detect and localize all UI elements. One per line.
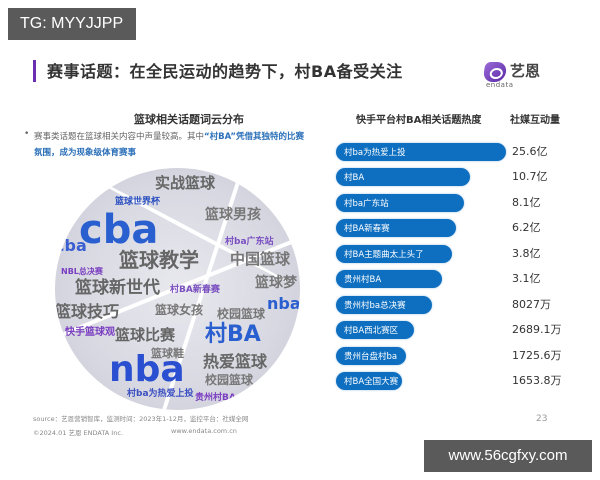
cloud-word: 村BA新春赛 xyxy=(170,285,220,295)
site-link[interactable]: www.endata.com.cn xyxy=(171,427,237,435)
basketball-word-cloud: 实战篮球 篮球男孩 篮球世界杯 cba cba 村ba广东站 中国篮球 篮球教学… xyxy=(55,168,300,410)
bar-label: 村ba为热爱上投 xyxy=(344,148,406,158)
cloud-word: 篮球新世代 xyxy=(75,278,160,298)
cloud-word: 校园篮球 xyxy=(205,373,254,387)
bar-label: 村BA西北赛区 xyxy=(344,326,399,336)
cloud-word: 村ba为热爱上投 xyxy=(127,389,194,399)
cloud-word: 村ba广东站 xyxy=(225,237,274,247)
bar-value: 1653.8万 xyxy=(512,374,562,387)
cloud-word: 篮球比赛 xyxy=(115,326,176,344)
cloud-word: cba xyxy=(55,236,87,255)
cloud-word: 村BA xyxy=(205,322,261,347)
word-cloud-description: 赛事类话题在篮球相关内容中声量较高。其中“村BA”凭借其独特的比赛氛围，成为现象… xyxy=(34,129,304,161)
bar-value: 8.1亿 xyxy=(512,196,541,209)
bar-chart-title: 快手平台村BA相关话题热度 xyxy=(356,115,482,126)
bar xyxy=(336,194,464,212)
bar xyxy=(336,296,432,314)
bar xyxy=(336,143,506,161)
bar-value: 10.7亿 xyxy=(512,170,548,183)
cloud-word: 篮球技巧 xyxy=(55,302,120,321)
bar-label: 贵州村ba总决赛 xyxy=(344,301,406,311)
bar-value: 8027万 xyxy=(512,298,551,311)
cloud-word: NBL总决赛 xyxy=(61,267,103,276)
cloud-word: 贵州村BA xyxy=(195,393,236,403)
site-watermark-badge: www.56cgfxy.com xyxy=(424,440,592,472)
description-highlight: “村BA”凭借其独特的比赛氛围，成为现象级体育赛事 xyxy=(34,132,304,158)
cloud-word: nba xyxy=(109,349,185,390)
description-text: 赛事类话题在篮球相关内容中声量较高。其中 xyxy=(34,132,205,142)
endata-logo-icon xyxy=(482,62,508,82)
cloud-word: cba xyxy=(79,207,159,253)
bar-label: 村BA新春赛 xyxy=(344,224,390,234)
cloud-word: nba xyxy=(267,294,300,313)
bar-label: 村BA全国大赛 xyxy=(344,377,399,387)
word-cloud-title: 篮球相关话题词云分布 xyxy=(134,113,244,126)
bar-label: 贵州台盘村ba xyxy=(344,352,398,362)
bar xyxy=(336,347,406,365)
page-number: 23 xyxy=(536,414,548,424)
bar-label: 村ba广东站 xyxy=(344,199,389,209)
source-note: source：艺恩营销智库，监测时间：2023年1-12月，监控平台：社媒全网 xyxy=(33,415,249,423)
bar-label: 村BA xyxy=(344,173,365,183)
cloud-word: 篮球梦 xyxy=(255,275,297,291)
endata-logo: 艺恩 endata xyxy=(482,60,554,90)
tg-watermark-badge: TG: MYYJJPP xyxy=(8,8,136,40)
bar-value: 3.8亿 xyxy=(512,247,541,260)
bar xyxy=(336,219,456,237)
copyright: ©2024.01 艺恩 ENDATA Inc. xyxy=(33,429,123,437)
cloud-word: 篮球男孩 xyxy=(205,207,261,223)
cloud-word: 篮球鞋 xyxy=(151,347,184,360)
bullet-dot: • xyxy=(24,129,30,139)
bar-value: 25.6亿 xyxy=(512,145,548,158)
cloud-word: 篮球教学 xyxy=(119,248,199,272)
bar-label: 村BA主题曲太上头了 xyxy=(344,250,424,260)
bar xyxy=(336,245,452,263)
value-column-header: 社媒互动量 xyxy=(510,115,560,126)
cloud-word: 热爱篮球 xyxy=(203,352,268,371)
bar xyxy=(336,372,402,390)
cloud-word: 快手篮球观 xyxy=(65,327,115,338)
logo-en-text: endata xyxy=(486,81,514,89)
cloud-word: 中国篮球 xyxy=(230,250,291,268)
bar-value: 2689.1万 xyxy=(512,323,562,336)
bar xyxy=(336,168,470,186)
bar-value: 6.2亿 xyxy=(512,221,541,234)
bar-value: 3.1亿 xyxy=(512,272,541,285)
page-title: 赛事话题：在全民运动的趋势下，村BA备受关注 xyxy=(47,62,403,81)
cloud-word: 篮球女孩 xyxy=(155,303,204,317)
logo-cn-text: 艺恩 xyxy=(510,62,541,80)
title-accent-bar xyxy=(33,60,36,82)
cloud-word: 校园篮球 xyxy=(217,307,266,321)
bar-label: 贵州村BA xyxy=(344,275,382,285)
cloud-word: 篮球世界杯 xyxy=(115,197,161,207)
bar xyxy=(336,270,442,288)
cloud-word: 实战篮球 xyxy=(155,174,216,192)
bar-value: 1725.6万 xyxy=(512,349,562,362)
bar xyxy=(336,321,414,339)
